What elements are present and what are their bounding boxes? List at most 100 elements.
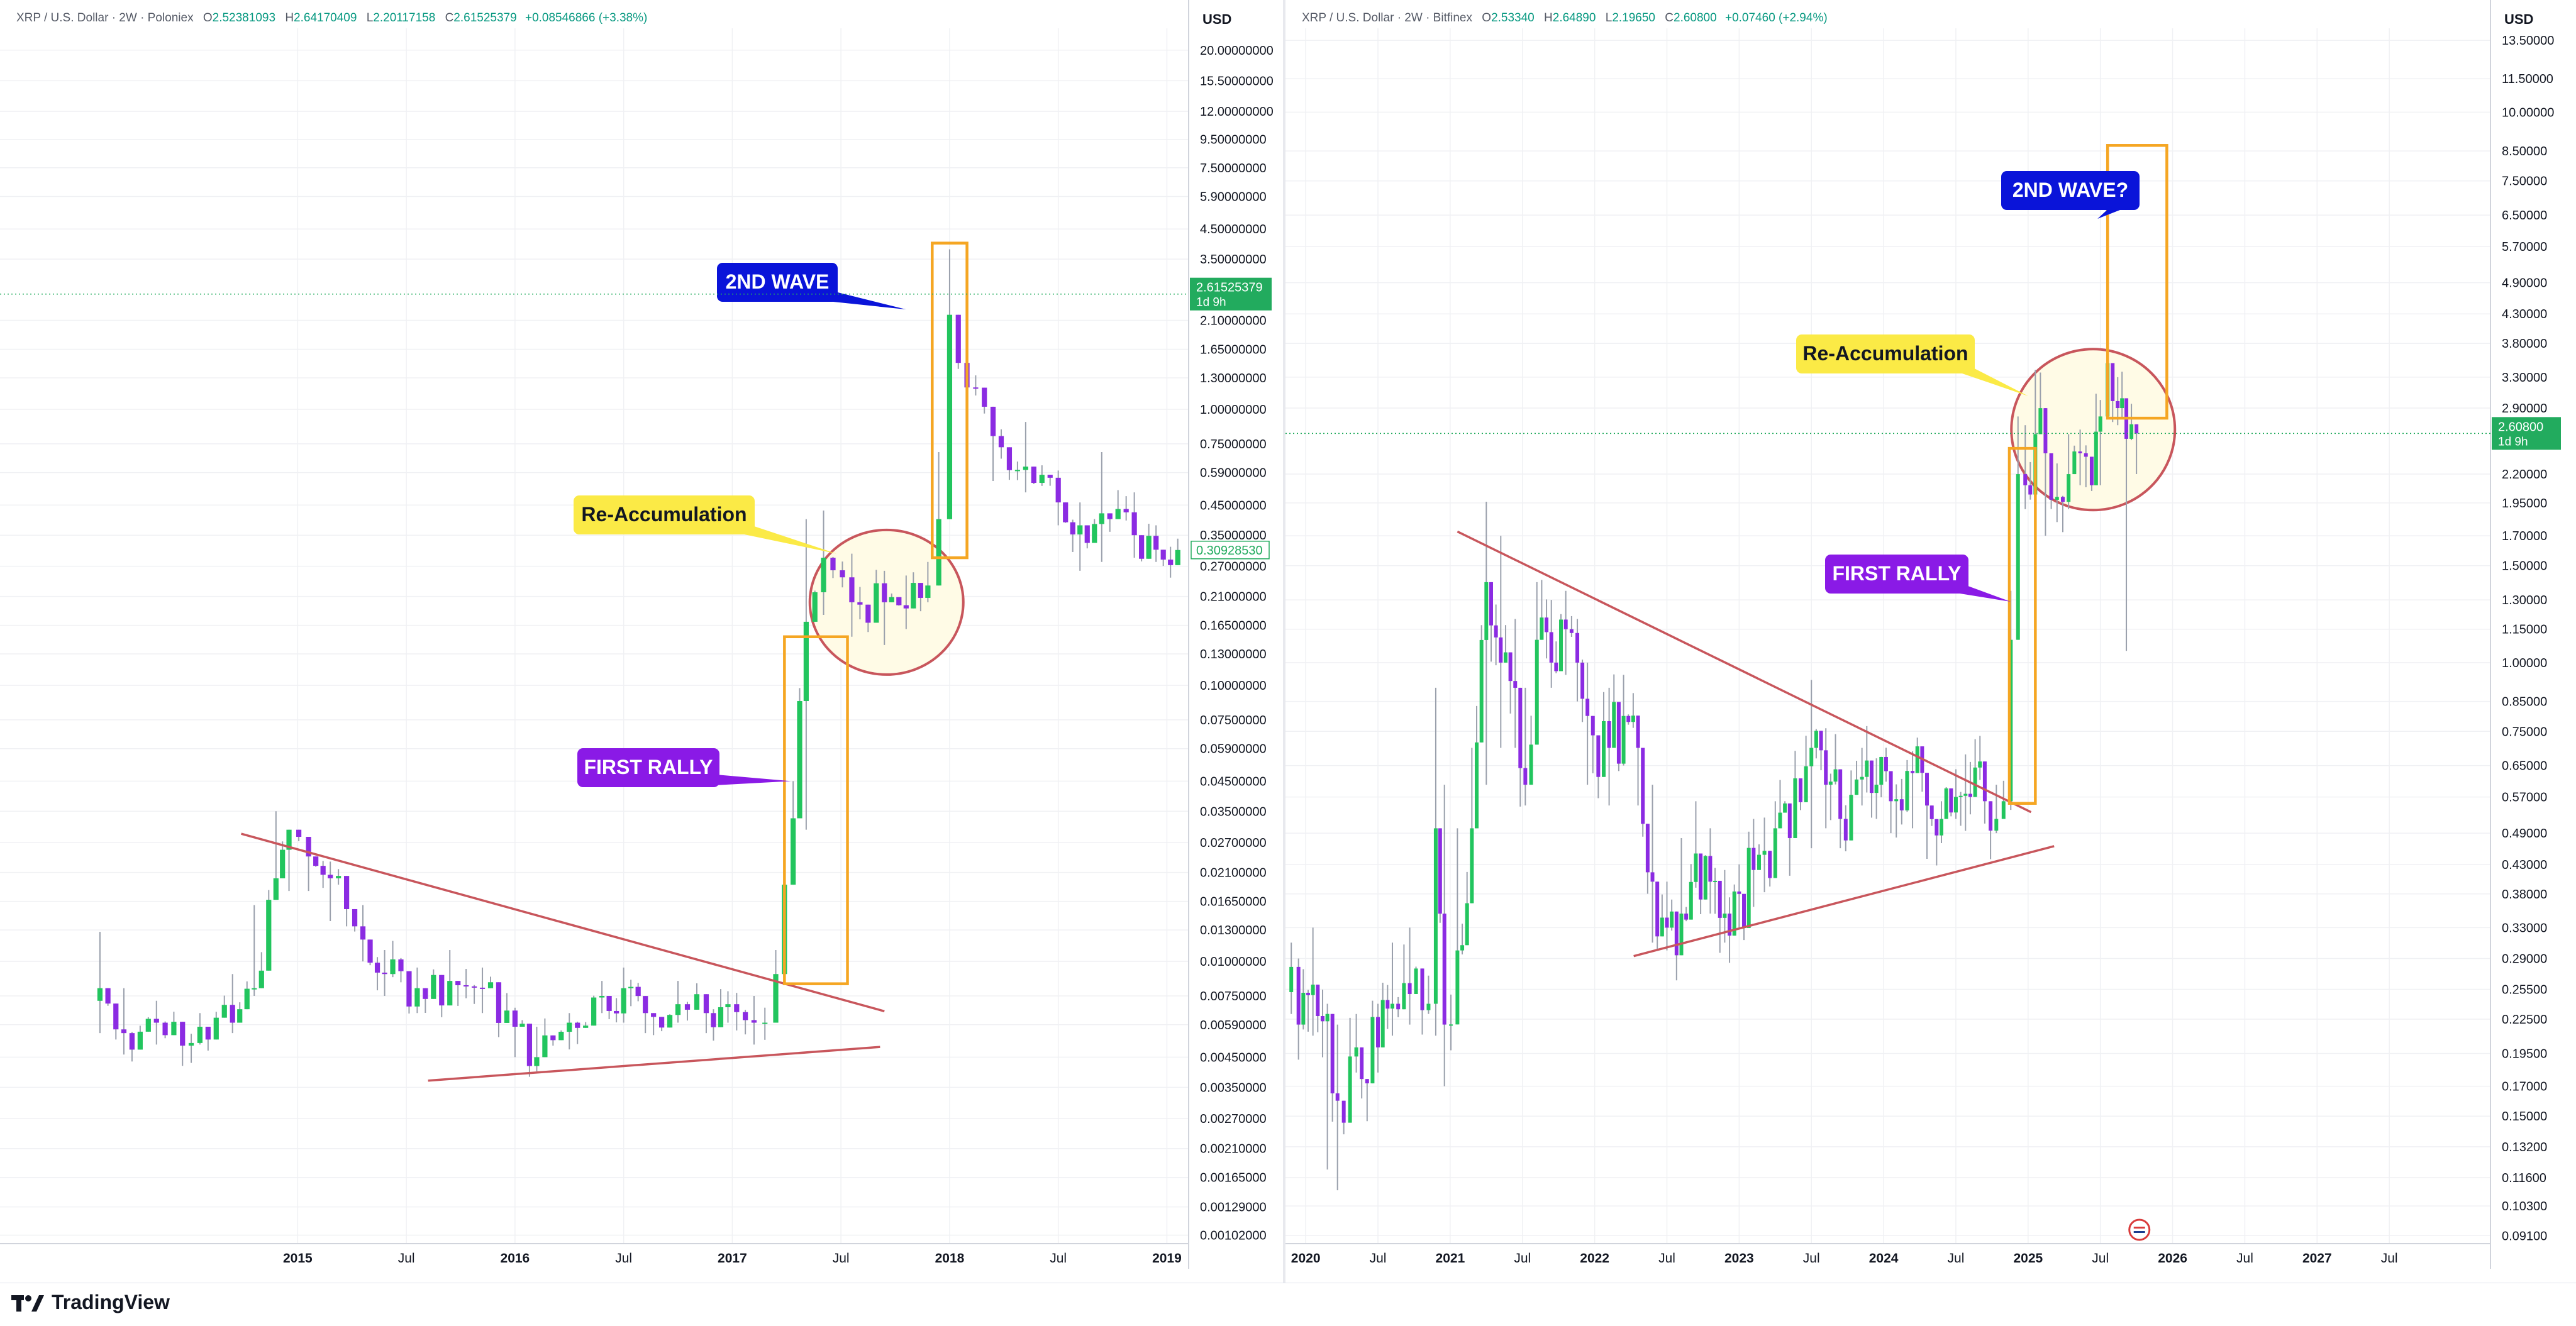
candle-body (1641, 748, 1645, 824)
candle-body (575, 1022, 580, 1028)
candle-body (1783, 803, 1787, 813)
candle-body (1838, 769, 1843, 819)
candle-body (1804, 766, 1808, 802)
candle-body (1585, 699, 1590, 716)
right-legend: XRP / U.S. Dollar · 2W · Bitfinex O2.533… (1302, 11, 1828, 25)
candle-body (2016, 474, 2020, 640)
candle-body (1426, 1003, 1431, 1010)
candle-body (439, 975, 445, 1006)
candle-body (1616, 702, 1621, 764)
candle-body (1601, 721, 1606, 777)
candle-body (1420, 968, 1424, 1010)
trendline (1457, 530, 2032, 814)
candle-body (1084, 525, 1090, 543)
price-tick-label: 0.05900000 (1200, 743, 1267, 756)
candle-body (725, 1004, 731, 1007)
candle-body (286, 829, 292, 850)
price-tick-label: 0.04500000 (1200, 775, 1267, 788)
candle-body (1982, 761, 1987, 802)
panel-divider[interactable] (1283, 0, 1285, 1283)
left-legend-change: +0.08546866 (+3.38%) (525, 11, 648, 25)
price-tick-label: 1.30000000 (1200, 372, 1267, 385)
candle-body (1438, 828, 1442, 914)
candle-body (651, 1013, 657, 1017)
right-chart-panel[interactable]: USD 13.50000 11.50000 10.00000 8.50000 7.5000… (1285, 0, 2576, 1283)
tradingview-logo-icon (11, 1291, 44, 1314)
tradingview-logo[interactable]: TradingView (11, 1291, 170, 1314)
candle-body (1612, 702, 1616, 748)
callout-first-rally-label: FIRST RALLY (1832, 562, 1961, 585)
callout-reaccumulation-bg (574, 495, 755, 534)
candle-body (1799, 778, 1803, 802)
candle-body (1884, 756, 1888, 771)
candle-body (1354, 1047, 1358, 1057)
candle-body (1718, 880, 1722, 918)
candle-body (2060, 497, 2065, 502)
price-tick-label: 0.16500000 (1200, 619, 1267, 633)
candle-body (718, 1007, 724, 1027)
candle-body (382, 972, 387, 975)
last-price-badge (1190, 277, 1272, 311)
candle-body (374, 963, 380, 973)
candle-body (1365, 1079, 1369, 1084)
candle-body (2078, 451, 2082, 453)
candle-body (1889, 771, 1893, 802)
price-tick-label: 0.19500 (2502, 1047, 2547, 1061)
candle-body (2049, 453, 2053, 500)
candle-body (1929, 805, 1934, 819)
price-tick-label: 0.10000000 (1200, 679, 1267, 693)
left-legend-high: 2.64170409 (294, 11, 357, 25)
price-scale[interactable]: 20.00000000 15.50000000 12.00000000 9.50000… (1200, 44, 1274, 1243)
callout-reaccumulation: Re-Accumulation (1796, 334, 2028, 396)
candle-body (1865, 760, 1869, 777)
candle-body (1968, 793, 1972, 797)
price-tick-label: 0.00210000 (1200, 1142, 1267, 1156)
time-tick-label: Jul (1658, 1251, 1675, 1266)
time-scale[interactable]: 2020 Jul 2021 Jul 2022 Jul 2023 Jul 2024 Jul 2025 J… (1291, 1251, 2398, 1266)
candle-body (1376, 1017, 1380, 1047)
candle-body (751, 1020, 757, 1023)
price-scale-currency: USD (1202, 11, 1231, 27)
left-chart-panel[interactable]: USD 20.00000000 15.50000000 12.00000000 9.50… (0, 0, 1283, 1283)
candle-body (643, 996, 648, 1014)
candle-body (982, 387, 987, 407)
price-tick-label: 0.13000000 (1200, 648, 1267, 661)
trendline (241, 832, 885, 1013)
us-flag-event-icon[interactable] (2128, 1218, 2151, 1241)
candles (1289, 352, 2139, 1191)
candle-body (1703, 856, 1707, 900)
price-scale[interactable]: 13.50000 11.50000 10.00000 8.50000 7.50000 6.… (2502, 34, 2554, 1243)
price-tick-label: 11.50000 (2502, 72, 2553, 86)
candle-body (1380, 1000, 1385, 1047)
price-tick-label: 0.00270000 (1200, 1112, 1267, 1126)
time-tick-label: Jul (1050, 1251, 1067, 1266)
candle-body (137, 1031, 143, 1050)
right-chart-svg[interactable]: USD 13.50000 11.50000 10.00000 8.50000 7.5000… (1285, 0, 2576, 1283)
left-legend-close: 2.61525379 (453, 11, 517, 25)
candle-body (1139, 535, 1145, 559)
time-tick-label: Jul (833, 1251, 850, 1266)
candle-body (2098, 416, 2102, 432)
time-scale[interactable]: 2015 Jul 2016 Jul 2017 Jul 2018 Jul 2019 (283, 1251, 1182, 1266)
candle-body (1958, 795, 1963, 797)
candle-body (1607, 721, 1611, 748)
price-tick-label: 4.50000000 (1200, 223, 1267, 236)
time-tick-label: Jul (398, 1251, 415, 1266)
left-chart-svg[interactable]: USD 20.00000000 15.50000000 12.00000000 9.50… (0, 0, 1283, 1283)
candle-body (1773, 828, 1777, 878)
candle-body (1131, 512, 1137, 536)
price-tick-label: 0.38000 (2502, 888, 2547, 902)
candle-body (857, 602, 863, 605)
candle-body (1316, 985, 1320, 1016)
price-tick-label: 1.30000 (2502, 594, 2547, 607)
candle-body (1540, 617, 1544, 640)
callout-2nd-wave-question-label: 2ND WAVE? (2012, 179, 2128, 201)
right-legend-low: 2.19650 (1612, 11, 1655, 25)
left-legend-c-label: C (445, 11, 454, 25)
price-tick-label: 0.45000000 (1200, 499, 1267, 512)
candle-body (711, 1013, 716, 1027)
candle-body (821, 558, 826, 593)
price-tick-label: 0.00350000 (1200, 1081, 1267, 1095)
candle-body (496, 982, 502, 1023)
candle-body (2129, 424, 2134, 439)
